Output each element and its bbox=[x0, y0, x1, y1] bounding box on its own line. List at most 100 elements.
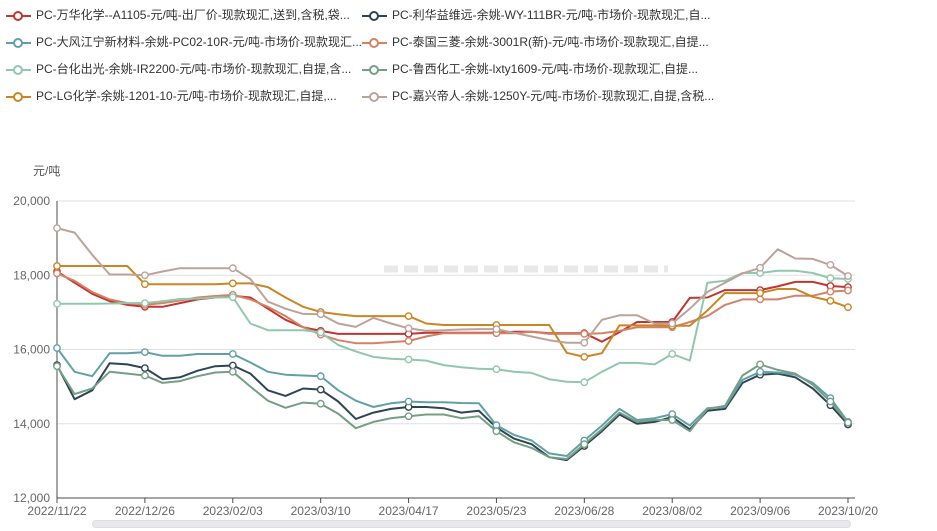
legend-label: PC-嘉兴帝人-余姚-1250Y-元/吨-市场价-现款现汇,自提,含税... bbox=[392, 89, 715, 103]
legend-item-1[interactable]: PC-利华益维远-余姚-WY-111BR-元/吨-市场价-现款现汇,自... bbox=[362, 5, 932, 26]
series-marker bbox=[492, 427, 501, 436]
x-axis-label: 2022/12/26 bbox=[115, 504, 175, 518]
line-series-5 bbox=[56, 363, 849, 460]
line-series-icon bbox=[362, 10, 387, 22]
series-marker bbox=[140, 299, 149, 307]
series-marker bbox=[228, 293, 237, 302]
x-axis-label: 2023/03/10 bbox=[291, 504, 351, 518]
series-marker bbox=[756, 360, 764, 369]
legend: PC-万华化学--A1105-元/吨-出厂价-现款现汇,送到,含税,袋... PC… bbox=[6, 5, 932, 113]
x-axis-label: 2023/02/03 bbox=[203, 504, 263, 518]
line-series-icon bbox=[6, 10, 31, 22]
series-marker bbox=[140, 371, 149, 380]
series-marker bbox=[53, 224, 61, 233]
line-series-icon bbox=[362, 64, 387, 76]
line-series-icon bbox=[362, 37, 387, 49]
series-marker bbox=[580, 329, 589, 338]
x-axis-label: 2023/09/06 bbox=[730, 504, 790, 518]
series-marker bbox=[756, 263, 764, 272]
line-series-1 bbox=[56, 362, 849, 462]
x-axis-label: 2023/08/02 bbox=[642, 504, 702, 518]
series-marker bbox=[826, 274, 835, 283]
line-series-2 bbox=[56, 347, 849, 457]
y-axis-label: 12,000 bbox=[13, 491, 50, 505]
series-marker bbox=[316, 385, 325, 394]
legend-label: PC-万华化学--A1105-元/吨-出厂价-现款现汇,送到,含税,袋... bbox=[36, 8, 350, 22]
series-marker bbox=[756, 295, 764, 304]
legend-label: PC-大风江宁新材料-余姚-PC02-10R-元/吨-市场价-现款现汇... bbox=[36, 35, 363, 49]
legend-label: PC-台化出光-余姚-IR2200-元/吨-市场价-现款现汇,自提,含... bbox=[36, 62, 352, 76]
legend-item-7[interactable]: PC-嘉兴帝人-余姚-1250Y-元/吨-市场价-现款现汇,自提,含税... bbox=[362, 86, 932, 107]
series-marker bbox=[404, 397, 413, 406]
series-marker bbox=[404, 355, 413, 364]
series-marker bbox=[844, 272, 852, 280]
series-marker bbox=[140, 348, 149, 356]
series-marker bbox=[844, 418, 852, 427]
legend-item-5[interactable]: PC-鲁西化工-余姚-lxty1609-元/吨-市场价-现款现汇,自提... bbox=[362, 59, 932, 80]
series-marker bbox=[228, 361, 237, 370]
series-marker bbox=[756, 367, 764, 376]
legend-item-0[interactable]: PC-万华化学--A1105-元/吨-出厂价-现款现汇,送到,含税,袋... bbox=[6, 5, 362, 26]
series-marker bbox=[826, 260, 835, 269]
series-marker bbox=[316, 372, 325, 381]
series-marker bbox=[53, 362, 61, 371]
series-marker bbox=[404, 412, 413, 421]
series-marker bbox=[53, 262, 61, 270]
series-marker bbox=[668, 350, 677, 358]
series-marker bbox=[53, 269, 61, 278]
series-marker bbox=[404, 312, 413, 320]
series-marker bbox=[228, 279, 237, 288]
legend-item-6[interactable]: PC-LG化学-余姚-1201-10-元/吨-市场价-现款现汇,自提,... bbox=[6, 86, 362, 107]
y-axis-label: 20,000 bbox=[13, 194, 50, 208]
series-marker bbox=[404, 324, 413, 333]
series-marker bbox=[316, 399, 325, 408]
y-axis-label: 14,000 bbox=[13, 417, 50, 431]
legend-item-4[interactable]: PC-台化出光-余姚-IR2200-元/吨-市场价-现款现汇,自提,含... bbox=[6, 59, 362, 80]
series-marker bbox=[228, 367, 237, 376]
y-axis-label: 16,000 bbox=[13, 343, 50, 357]
legend-item-3[interactable]: PC-泰国三菱-余姚-3001R(新)-元/吨-市场价-现款现汇,自提... bbox=[362, 32, 932, 53]
horizontal-scrollbar[interactable] bbox=[92, 520, 851, 528]
x-axis-label: 2023/10/20 bbox=[818, 504, 878, 518]
series-marker bbox=[668, 319, 677, 328]
line-series-0 bbox=[56, 270, 849, 343]
line-series-7 bbox=[56, 227, 849, 344]
series-marker bbox=[844, 303, 852, 312]
legend-label: PC-利华益维远-余姚-WY-111BR-元/吨-市场价-现款现汇,自... bbox=[392, 8, 711, 22]
x-axis-label: 2022/11/22 bbox=[27, 504, 86, 518]
series-marker bbox=[404, 337, 413, 345]
legend-item-2[interactable]: PC-大风江宁新材料-余姚-PC02-10R-元/吨-市场价-现款现汇... bbox=[6, 32, 362, 53]
series-marker bbox=[53, 344, 61, 352]
series-marker bbox=[316, 310, 325, 319]
y-axis-label: 18,000 bbox=[13, 268, 50, 282]
series-marker bbox=[580, 352, 589, 361]
legend-label: PC-泰国三菱-余姚-3001R(新)-元/吨-市场价-现款现汇,自提... bbox=[392, 35, 709, 49]
line-series-icon bbox=[6, 64, 31, 76]
series-marker bbox=[140, 364, 149, 372]
series-marker bbox=[826, 287, 835, 296]
series-marker bbox=[826, 397, 835, 406]
series-marker bbox=[668, 416, 677, 424]
line-series-icon bbox=[362, 91, 387, 103]
line-series-6 bbox=[56, 265, 849, 358]
series-marker bbox=[492, 365, 501, 374]
series-marker bbox=[844, 286, 852, 295]
series-marker bbox=[53, 299, 61, 308]
series-marker bbox=[826, 296, 835, 305]
series-marker bbox=[580, 338, 589, 347]
series-marker bbox=[228, 264, 237, 273]
legend-label: PC-LG化学-余姚-1201-10-元/吨-市场价-现款现汇,自提,... bbox=[36, 89, 337, 103]
x-axis-label: 2023/05/23 bbox=[466, 504, 526, 518]
x-axis-label: 2023/06/28 bbox=[554, 504, 614, 518]
series-marker bbox=[756, 289, 764, 297]
line-series-icon bbox=[6, 37, 31, 49]
series-marker bbox=[492, 325, 501, 333]
y-axis-title: 元/吨 bbox=[33, 164, 61, 178]
legend-label: PC-鲁西化工-余姚-lxty1609-元/吨-市场价-现款现汇,自提... bbox=[392, 62, 699, 76]
series-marker bbox=[140, 280, 149, 289]
x-axis-label: 2023/04/17 bbox=[379, 504, 439, 518]
series-marker bbox=[580, 378, 589, 387]
series-marker bbox=[580, 440, 589, 449]
series-marker bbox=[316, 328, 325, 337]
